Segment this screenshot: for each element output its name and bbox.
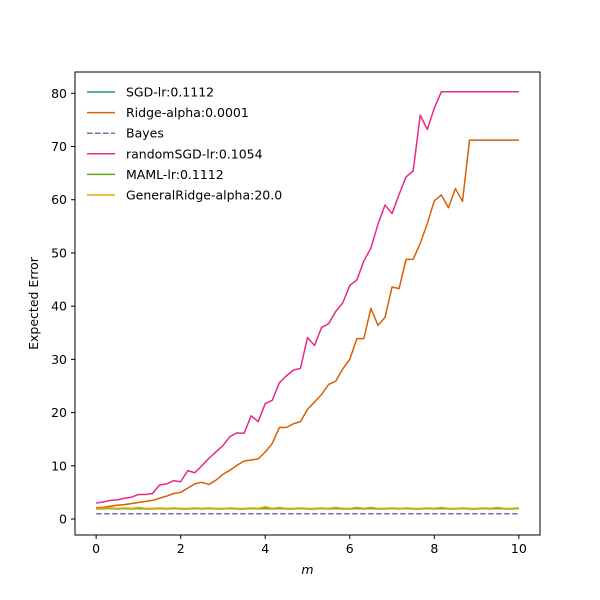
x-tick-label: 2 [177,541,185,556]
x-tick-label: 0 [92,541,100,556]
y-tick-label: 80 [51,86,67,101]
x-tick-label: 10 [511,541,527,556]
y-tick-label: 20 [51,405,67,420]
series-line-6 [96,506,519,510]
legend-label: randomSGD-lr:0.1054 [126,146,263,161]
series-line-2 [96,139,519,509]
y-tick-label: 30 [51,352,67,367]
x-tick-label: 6 [346,541,354,556]
x-axis-label: m [301,562,313,577]
axes-frame [74,71,541,536]
y-axis: 0 10 20 30 40 50 60 70 80 [51,86,75,527]
y-tick-label: 0 [59,512,67,527]
x-tick-label: 8 [430,541,438,556]
legend-label: SGD-lr:0.1112 [126,85,214,100]
y-tick-label: 60 [51,192,67,207]
legend-label: GeneralRidge-alpha:20.0 [126,188,282,203]
legend-label: Bayes [126,126,164,141]
legend-label: MAML-lr:0.1112 [126,167,224,182]
y-tick-label: 50 [51,245,67,260]
plot-area [96,90,519,515]
series-line-4 [96,90,519,504]
y-tick-label: 10 [51,458,67,473]
y-tick-label: 70 [51,139,67,154]
x-axis: 0 2 4 6 8 10 [92,535,527,556]
y-axis-label: Expected Error [26,256,41,350]
legend: SGD-lr:0.1112 Ridge-alpha:0.0001 Bayes rand… [87,85,282,203]
legend-label: Ridge-alpha:0.0001 [126,105,249,120]
x-tick-label: 4 [261,541,269,556]
y-tick-label: 40 [51,299,67,314]
